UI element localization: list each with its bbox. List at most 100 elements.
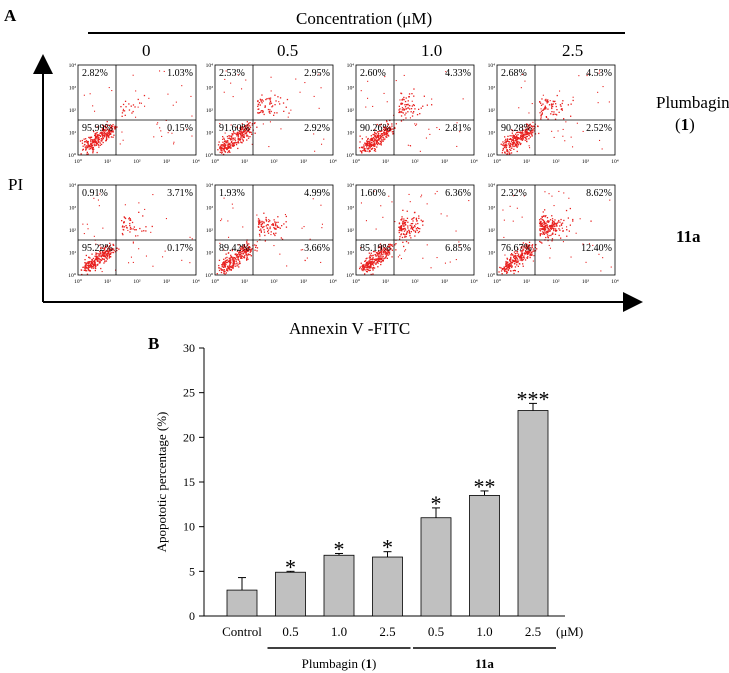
y-tick-label: 10⁴ xyxy=(69,63,77,69)
x-tick-label: 10³ xyxy=(582,279,590,285)
quadrant-lr-value: 12.40% xyxy=(581,243,612,254)
concentration-1-0: 1.0 xyxy=(421,41,443,60)
x-tick-label: 10⁴ xyxy=(329,159,337,165)
flow-cytometry-grid: 2.82% 1.03%95.99% 0.15%10⁰10⁰10¹10¹10²10²1… xyxy=(68,63,619,285)
y-tick-label: 10⁴ xyxy=(206,183,214,189)
y-tick-label: 10¹ xyxy=(69,251,77,257)
y-tick-label: 10² xyxy=(488,108,496,114)
x-tick-label: 10³ xyxy=(163,279,171,285)
x-tick-label: 10⁴ xyxy=(192,279,200,285)
y-tick-label: 10³ xyxy=(347,86,355,92)
x-tick-label: 10¹ xyxy=(241,279,249,285)
plot-frame xyxy=(496,64,616,156)
x-tick-label: 10⁰ xyxy=(211,158,220,165)
scatter-dots xyxy=(358,71,464,154)
quadrant-ll-value: 90.28% xyxy=(501,123,532,134)
panel-a-axes xyxy=(33,54,643,312)
quadrant-ll-value: 89.42% xyxy=(219,243,250,254)
x-tick-label: 10³ xyxy=(163,159,171,165)
x-tick-label: 10⁴ xyxy=(192,159,200,165)
plot-frame xyxy=(214,184,334,276)
quadrant-ul-value: 2.60% xyxy=(360,68,386,79)
x-tick-label: 10² xyxy=(133,279,141,285)
quadrant-lr-value: 0.17% xyxy=(167,243,193,254)
x-tick-label: 10² xyxy=(411,159,419,165)
plot-frame xyxy=(355,184,475,276)
x-tick-label: 10⁰ xyxy=(493,158,502,165)
y-tick-label: 10⁰ xyxy=(205,152,214,159)
x-tick-label: 10⁰ xyxy=(74,158,83,165)
bar-5 xyxy=(469,494,500,617)
plot-frame xyxy=(77,64,197,156)
plot-frame xyxy=(496,184,616,276)
x-tick-label: 10¹ xyxy=(382,279,390,285)
x-tick-label: 10⁰ xyxy=(352,158,361,165)
scatter-dots xyxy=(216,197,323,275)
quadrant-ll-value: 85.19% xyxy=(360,243,391,254)
y-tick-label: 10 xyxy=(183,520,195,534)
x-tick-label: 10² xyxy=(552,279,560,285)
x-tick-label: 10⁴ xyxy=(470,159,478,165)
y-tick-label: 10⁴ xyxy=(206,63,214,69)
concentration-0-5: 0.5 xyxy=(277,41,299,60)
y-axis-label: Apopototic percentage (%) xyxy=(154,412,169,553)
y-tick-label: 10² xyxy=(69,108,77,114)
annexin-axis-label: Annexin V -FITC xyxy=(289,319,411,338)
y-tick-label: 10³ xyxy=(347,206,355,212)
concentration-label: Concentration (μM) xyxy=(296,9,433,28)
plot-frame xyxy=(214,64,334,156)
x-tick-label: 10² xyxy=(552,159,560,165)
y-tick-label: 25 xyxy=(183,386,195,400)
significance-3: * xyxy=(382,535,393,560)
x-tick-label: 10² xyxy=(270,279,278,285)
y-tick-label: 10⁴ xyxy=(347,63,355,69)
x-tick-label: 10¹ xyxy=(241,159,249,165)
y-tick-label: 10⁴ xyxy=(488,63,496,69)
category-label-1: 0.5 xyxy=(282,624,298,639)
scatter-dots xyxy=(359,190,470,276)
x-tick-label: 10² xyxy=(133,159,141,165)
category-label-0: Control xyxy=(222,624,262,639)
x-tick-label: 10¹ xyxy=(523,159,531,165)
x-tick-label: 10¹ xyxy=(382,159,390,165)
quadrant-ur-value: 2.95% xyxy=(304,68,330,79)
scatter-dots xyxy=(498,190,612,275)
y-tick-label: 10² xyxy=(347,108,355,114)
quadrant-ul-value: 2.53% xyxy=(219,68,245,79)
x-tick-label: 10³ xyxy=(441,159,449,165)
significance-5: ** xyxy=(474,474,496,499)
category-label-6: 2.5 xyxy=(525,624,541,639)
x-tick-label: 10³ xyxy=(300,279,308,285)
y-tick-label: 10² xyxy=(347,228,355,234)
quadrant-ul-value: 2.68% xyxy=(501,68,527,79)
y-tick-label: 10⁴ xyxy=(69,183,77,189)
quadrant-ul-value: 1.93% xyxy=(219,188,245,199)
y-tick-label: 10⁰ xyxy=(68,152,77,159)
quadrant-lr-value: 2.81% xyxy=(445,123,471,134)
y-tick-label: 10⁰ xyxy=(346,152,355,159)
y-tick-label: 10³ xyxy=(206,206,214,212)
plot-frame xyxy=(77,184,197,276)
y-tick-label: 10¹ xyxy=(488,131,496,137)
y-tick-label: 30 xyxy=(183,341,195,355)
bar-1 xyxy=(275,571,306,617)
y-tick-label: 10⁴ xyxy=(347,183,355,189)
y-tick-label: 10⁰ xyxy=(487,152,496,159)
x-tick-label: 10⁴ xyxy=(329,279,337,285)
bar-4 xyxy=(420,517,452,617)
panel-b-letter: B xyxy=(148,334,160,353)
quadrant-lr-value: 2.92% xyxy=(304,123,330,134)
concentration-2-5: 2.5 xyxy=(562,41,584,60)
category-label-4: 0.5 xyxy=(428,624,444,639)
significance-2: * xyxy=(334,536,345,561)
quadrant-ul-value: 2.32% xyxy=(501,188,527,199)
y-tick-label: 20 xyxy=(183,430,195,444)
x-tick-label: 10¹ xyxy=(104,279,112,285)
quadrant-ul-value: 2.82% xyxy=(82,68,108,79)
x-tick-label: 10³ xyxy=(582,159,590,165)
significance-1: * xyxy=(285,554,296,579)
